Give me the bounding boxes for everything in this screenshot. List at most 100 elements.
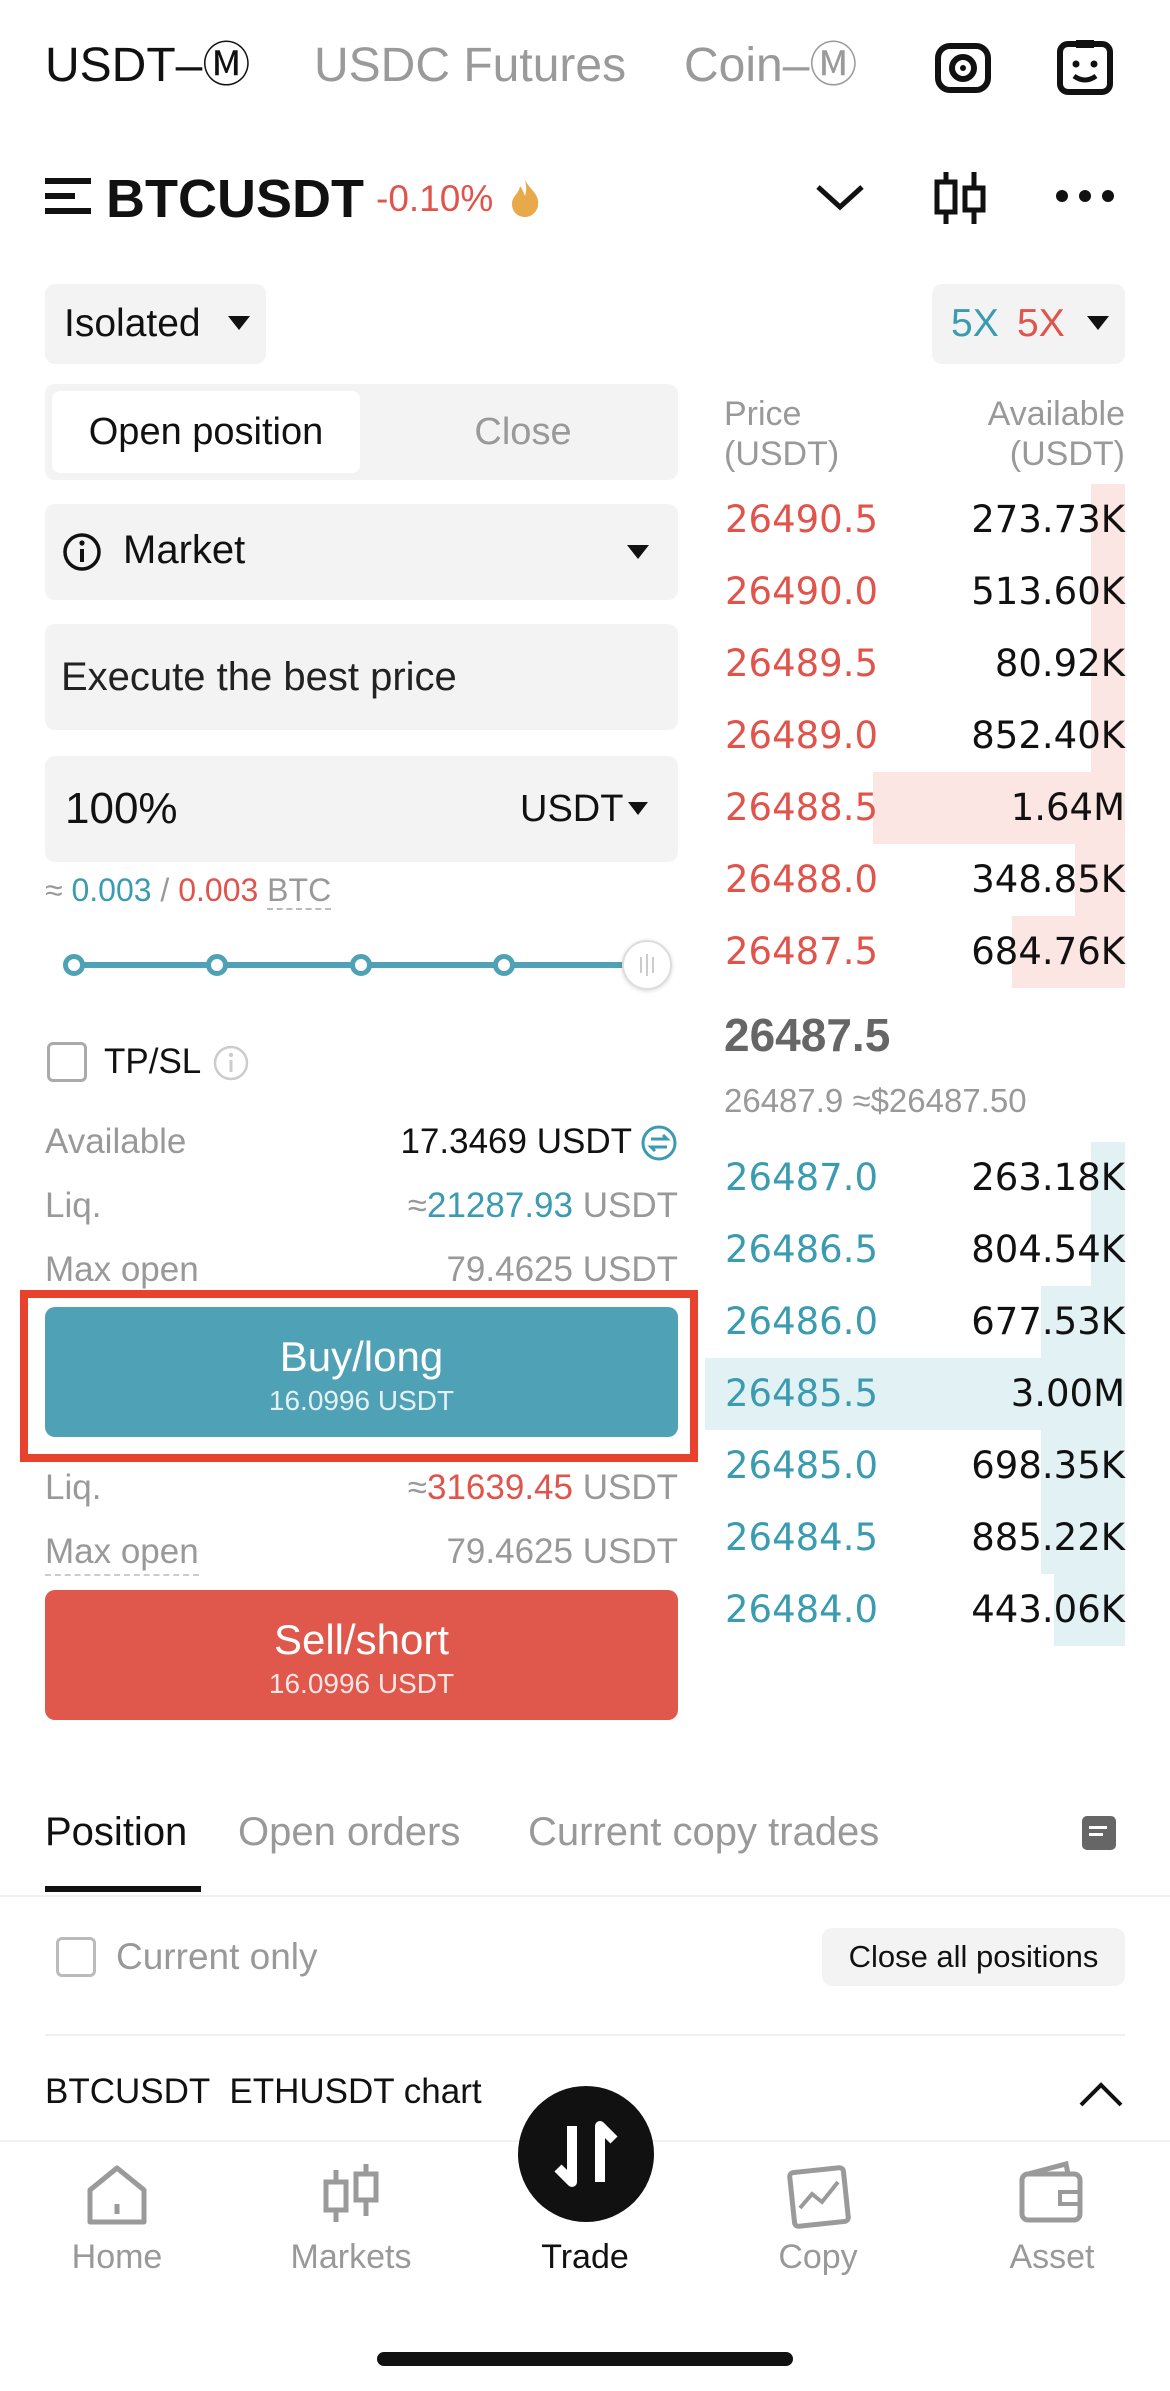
close-all-positions-button[interactable]: Close all positions xyxy=(822,1928,1125,1986)
bid-qty: 885.22K xyxy=(971,1516,1125,1559)
candlestick-icon[interactable] xyxy=(930,166,990,230)
leverage-select[interactable]: 5X 5X xyxy=(932,284,1125,364)
tab-usdc-futures[interactable]: USDC Futures xyxy=(314,39,627,92)
price-field[interactable]: Execute the best price xyxy=(45,624,678,730)
home-icon[interactable] xyxy=(82,2160,154,2230)
nav-markets[interactable]: Markets xyxy=(290,2238,412,2276)
nav-copy[interactable]: Copy xyxy=(778,2238,858,2276)
ask-row[interactable]: 26490.5 273.73K xyxy=(705,484,1125,556)
menu-icon[interactable] xyxy=(44,172,92,220)
short-max-open-label[interactable]: Max open xyxy=(45,1530,199,1576)
ask-price: 26490.0 xyxy=(725,570,879,613)
tab-usdt-m[interactable]: USDT–Ⓜ xyxy=(45,39,251,92)
slider-step-75[interactable] xyxy=(493,954,515,976)
bid-price: 26484.0 xyxy=(725,1588,879,1631)
price-placeholder: Execute the best price xyxy=(61,655,457,699)
camera-icon[interactable] xyxy=(930,34,996,100)
ask-depth-bar xyxy=(1091,628,1125,700)
trade-icon[interactable] xyxy=(518,2086,654,2222)
ask-price: 26488.5 xyxy=(725,786,879,829)
amount-value: 100% xyxy=(65,784,178,833)
order-type-select[interactable]: Market xyxy=(45,504,678,600)
buy-sub: 16.0996 USDT xyxy=(268,1385,455,1416)
tab-position[interactable]: Position xyxy=(45,1810,188,1854)
bid-row[interactable]: 26485.5 3.00M xyxy=(705,1358,1125,1430)
ob-qty-header: Available (USDT) xyxy=(987,395,1125,473)
copy-icon[interactable] xyxy=(782,2160,854,2230)
ask-qty: 348.85K xyxy=(971,858,1125,901)
ask-row[interactable]: 26487.5 684.76K xyxy=(705,916,1125,988)
order-type-label: Market xyxy=(123,528,246,572)
slider-handle[interactable] xyxy=(622,940,672,990)
ask-row[interactable]: 26489.0 852.40K xyxy=(705,700,1125,772)
long-max-open-row: Max open 79.4625 USDT xyxy=(45,1248,678,1296)
ask-row[interactable]: 26489.5 80.92K xyxy=(705,628,1125,700)
tpsl-checkbox[interactable] xyxy=(47,1042,87,1082)
estimate-asset[interactable]: BTC xyxy=(267,872,332,910)
available-label: Available xyxy=(45,1122,187,1161)
bid-depth-bar xyxy=(1091,1142,1125,1214)
caret-down-icon xyxy=(1087,316,1109,335)
chevron-down-icon[interactable] xyxy=(812,172,868,222)
ob-price-header: Price (USDT) xyxy=(724,395,840,473)
sell-short-button[interactable]: Sell/short 16.0996 USDT xyxy=(45,1590,678,1720)
buy-label: Buy/long xyxy=(279,1333,444,1380)
tab-current-copy-trades[interactable]: Current copy trades xyxy=(528,1810,880,1854)
estimate-long: 0.003 xyxy=(71,872,152,908)
chevron-up-icon[interactable] xyxy=(1076,2074,1126,2114)
bid-row[interactable]: 26487.0 263.18K xyxy=(705,1142,1125,1214)
slider-step-25[interactable] xyxy=(206,954,228,976)
markets-icon[interactable] xyxy=(316,2160,388,2230)
bid-row[interactable]: 26485.0 698.35K xyxy=(705,1430,1125,1502)
ask-price: 26489.0 xyxy=(725,714,879,757)
bid-row[interactable]: 26486.5 804.54K xyxy=(705,1214,1125,1286)
tab-coin-m[interactable]: Coin–Ⓜ xyxy=(684,39,858,92)
bid-row[interactable]: 26486.0 677.53K xyxy=(705,1286,1125,1358)
ask-row[interactable]: 26488.0 348.85K xyxy=(705,844,1125,916)
bid-row[interactable]: 26484.5 885.22K xyxy=(705,1502,1125,1574)
estimate-line: ≈ 0.003 / 0.003 BTC xyxy=(45,872,332,910)
wallet-icon[interactable] xyxy=(1016,2160,1088,2230)
bid-qty: 3.00M xyxy=(1010,1372,1125,1415)
transfer-icon[interactable] xyxy=(640,1124,678,1173)
slider-step-50[interactable] xyxy=(350,954,372,976)
bid-qty: 698.35K xyxy=(971,1444,1125,1487)
leverage-short: 5X xyxy=(1017,302,1065,345)
chart-bar[interactable]: BTCUSDT ETHUSDT chart xyxy=(45,2072,482,2112)
nav-trade[interactable]: Trade xyxy=(541,2238,629,2276)
bid-row[interactable]: 26484.0 443.06K xyxy=(705,1574,1125,1646)
buy-long-button[interactable]: Buy/long 16.0996 USDT xyxy=(45,1307,678,1437)
amount-field[interactable]: 100% USDT xyxy=(45,756,678,862)
info-icon xyxy=(62,532,102,577)
tab-close[interactable]: Close xyxy=(474,411,572,453)
slider-step-0[interactable] xyxy=(63,954,85,976)
tab-open-position[interactable]: Open position xyxy=(52,391,360,473)
document-icon[interactable] xyxy=(1080,1814,1120,1854)
ask-row[interactable]: 26488.5 1.64M xyxy=(705,772,1125,844)
more-icon[interactable] xyxy=(1052,178,1118,214)
bid-depth-bar xyxy=(705,1358,1125,1430)
ob-last-price: 26487.5 xyxy=(724,1009,891,1061)
divider xyxy=(45,2034,1125,2036)
tab-open-orders[interactable]: Open orders xyxy=(238,1810,461,1854)
bid-price: 26485.5 xyxy=(725,1372,879,1415)
caret-down-icon xyxy=(228,316,250,335)
nav-home[interactable]: Home xyxy=(71,2238,163,2276)
long-liq-value: 21287.93 xyxy=(427,1186,573,1225)
symbol-title[interactable]: BTCUSDT xyxy=(106,169,364,229)
fire-icon xyxy=(508,178,544,218)
tpsl-info-icon[interactable] xyxy=(212,1044,250,1082)
assistant-icon[interactable] xyxy=(1052,34,1118,100)
amount-unit[interactable]: USDT xyxy=(520,788,624,830)
current-only-checkbox[interactable] xyxy=(56,1937,96,1977)
long-max-open-label: Max open xyxy=(45,1250,199,1289)
amount-slider[interactable] xyxy=(45,940,678,990)
long-max-open-value: 79.4625 USDT xyxy=(446,1250,678,1289)
ask-qty: 1.64M xyxy=(1010,786,1125,829)
margin-mode-select[interactable]: Isolated xyxy=(45,284,266,364)
bid-qty: 443.06K xyxy=(971,1588,1125,1631)
ask-row[interactable]: 26490.0 513.60K xyxy=(705,556,1125,628)
ask-price: 26488.0 xyxy=(725,858,879,901)
buy-highlight-box xyxy=(20,1290,698,1462)
nav-asset[interactable]: Asset xyxy=(1009,2238,1095,2276)
